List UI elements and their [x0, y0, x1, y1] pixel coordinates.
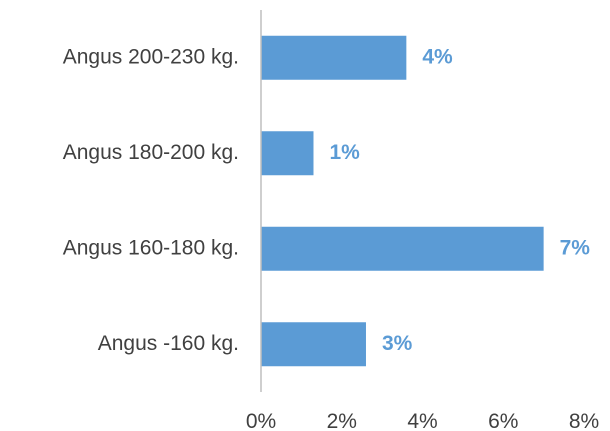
bar-angus-160-kg [261, 322, 366, 367]
data-labels: 4% 1% 7% 3% [329, 45, 590, 355]
category-label-angus-160-kg: Angus -160 kg. [98, 332, 239, 355]
x-axis-ticks: 0% 2% 4% 6% 8% [246, 410, 599, 431]
bar-angus-200-230-kg [261, 35, 407, 80]
category-label-angus-160-180-kg: Angus 160-180 kg. [63, 236, 239, 259]
data-label-angus-200-230-kg: 4% [422, 45, 453, 68]
data-label-angus-160-180-kg: 7% [560, 236, 591, 259]
x-tick-label-6: 6% [488, 410, 518, 431]
bars [261, 35, 544, 367]
x-tick-label-4: 4% [407, 410, 437, 431]
category-label-angus-180-200-kg: Angus 180-200 kg. [63, 141, 239, 164]
x-tick-label-0: 0% [246, 410, 276, 431]
data-label-angus-180-200-kg: 1% [329, 141, 360, 164]
x-tick-label-2: 2% [327, 410, 357, 431]
data-label-angus-160-kg: 3% [382, 332, 413, 355]
category-label-angus-200-230-kg: Angus 200-230 kg. [63, 45, 239, 68]
bar-angus-180-200-kg [261, 131, 314, 176]
category-labels: Angus 200-230 kg. Angus 180-200 kg. Angus … [63, 45, 239, 355]
bar-angus-160-180-kg [261, 226, 544, 271]
x-tick-label-8: 8% [569, 410, 599, 431]
